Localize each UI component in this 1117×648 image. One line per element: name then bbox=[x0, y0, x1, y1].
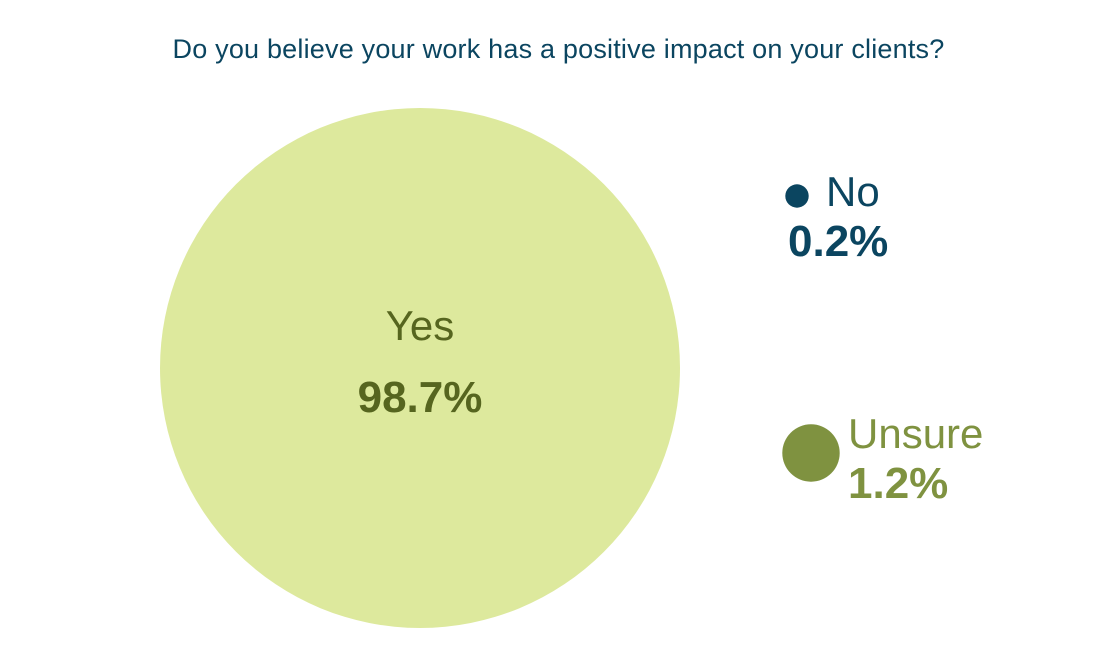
category-label-unsure: Unsure bbox=[848, 410, 983, 457]
category-label-yes: Yes bbox=[386, 302, 455, 349]
value-label-yes: 98.7% bbox=[358, 373, 483, 422]
chart-title: Do you believe your work has a positive … bbox=[172, 34, 945, 64]
bubble-unsure bbox=[782, 424, 840, 482]
value-label-unsure: 1.2% bbox=[848, 459, 948, 508]
bubble-no bbox=[785, 184, 809, 208]
value-label-no: 0.2% bbox=[788, 217, 888, 266]
bubble-yes bbox=[160, 108, 680, 628]
category-label-no: No bbox=[826, 168, 880, 215]
